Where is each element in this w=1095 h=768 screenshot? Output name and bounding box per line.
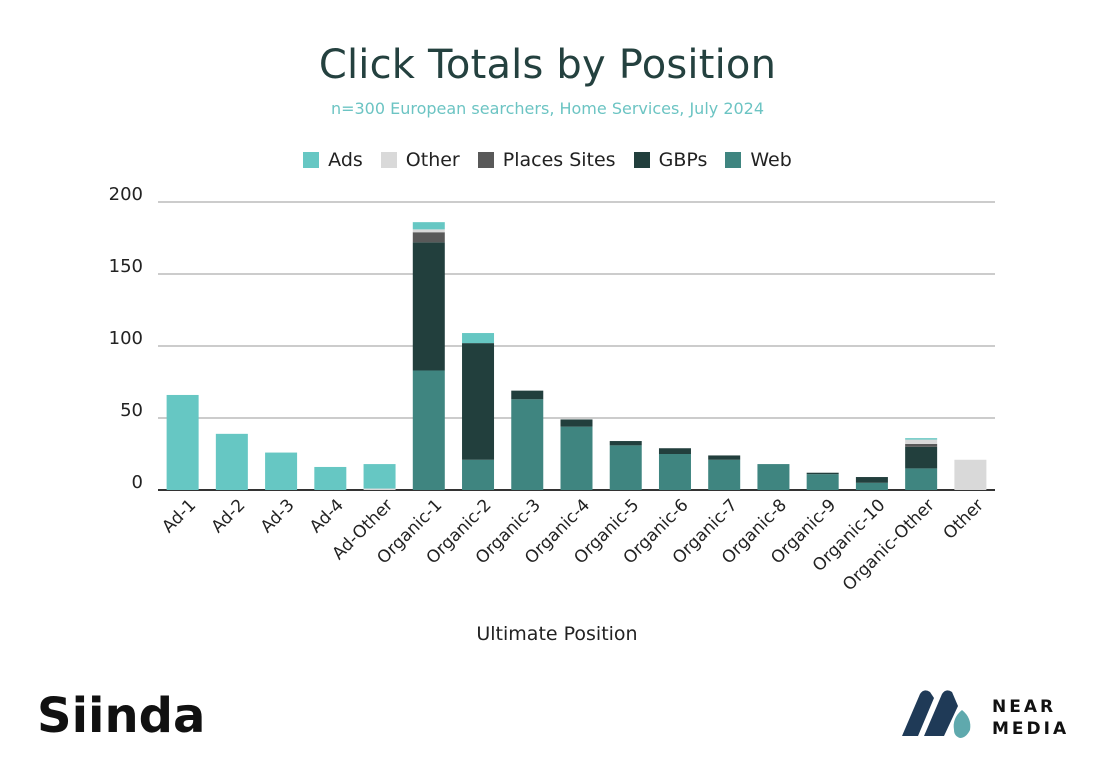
gridlines: [158, 201, 995, 491]
bar-web-organic-7: [708, 459, 741, 490]
bar-other-organic-1: [412, 229, 445, 233]
bar-gbps-organic-3: [511, 390, 544, 400]
near-media-line1: NEAR: [992, 697, 1056, 717]
bar-web-organic-5: [609, 445, 642, 490]
bar-web-organic-1: [412, 370, 445, 490]
x-tick-label: Ad-1: [158, 495, 200, 537]
bar-ads-organic-1: [412, 222, 445, 230]
bar-web-organic-3: [511, 399, 544, 490]
siinda-logo-text: Siinda: [37, 688, 205, 740]
bar-gbps-organic-1: [412, 242, 445, 371]
bar-ads-ad-other: [363, 464, 396, 489]
y-tick-label: 200: [109, 184, 143, 205]
bar-gbps-organic-5: [609, 441, 642, 446]
y-tick-label: 100: [109, 328, 143, 349]
bar-web-organic-6: [658, 454, 691, 490]
y-tick-label: 50: [120, 400, 143, 421]
legend-label: GBPs: [658, 149, 708, 171]
bar-web-organic-4: [560, 426, 593, 490]
near-media-line2: MEDIA: [992, 719, 1069, 739]
legend-swatch: [477, 152, 494, 168]
bar-web-organic-other: [905, 468, 938, 490]
bar-gbps-organic-4: [560, 419, 593, 427]
x-tick-label: Ad-4: [306, 495, 348, 537]
bar-gbps-organic-other: [905, 446, 938, 469]
chart-title: Click Totals by Position: [318, 42, 777, 88]
bar-ads-organic-other: [905, 438, 938, 440]
legend-item-other: Other: [380, 149, 460, 171]
bar-ads-ad-3: [265, 452, 298, 490]
legend-swatch: [725, 152, 742, 168]
legend-label: Other: [405, 149, 460, 171]
bar-ads-organic-2: [462, 333, 495, 344]
legend-item-web: Web: [725, 149, 792, 171]
x-axis-label: Ultimate Position: [476, 623, 637, 645]
x-tick-labels: Ad-1 Ad-2 Ad-3 Ad-4Ad-OtherOrganic-1Organic…: [158, 495, 988, 595]
legend: Ads Other Places Sites GBPs Web: [0, 149, 1095, 171]
bar-places-sites-organic-other: [905, 443, 938, 447]
bar-other-other: [954, 459, 987, 490]
legend-label: Web: [750, 149, 792, 171]
y-tick-labels: 0 50 100 150 200: [109, 184, 143, 493]
legend-label: Places Sites: [502, 149, 616, 171]
bar-gbps-organic-2: [462, 343, 495, 460]
bar-ads-ad-2: [215, 433, 248, 490]
near-media-logo: NEAR MEDIA: [902, 690, 1069, 739]
y-tick-label: 150: [109, 256, 143, 277]
bars: [166, 222, 987, 490]
legend-swatch: [633, 152, 650, 168]
legend-item-gbps: GBPs: [633, 149, 708, 171]
bar-gbps-organic-10: [855, 477, 888, 483]
bar-web-organic-9: [806, 474, 839, 490]
siinda-logo: Siinda: [37, 688, 205, 740]
near-media-mark-icon: [902, 690, 971, 738]
bar-gbps-organic-7: [708, 455, 741, 460]
bar-ads-ad-4: [314, 466, 347, 490]
legend-item-ads: Ads: [303, 149, 363, 171]
bar-other-ad-other: [363, 488, 396, 490]
x-tick-label: Organic-Other: [839, 495, 939, 595]
legend-swatch: [303, 152, 320, 168]
legend-swatch: [380, 152, 397, 168]
x-tick-label: Other: [940, 495, 988, 543]
bar-web-organic-8: [757, 464, 790, 490]
bar-gbps-organic-9: [806, 472, 839, 475]
bar-places-sites-organic-1: [412, 232, 445, 243]
legend-label: Ads: [328, 149, 363, 171]
bar-other-organic-other: [905, 439, 938, 444]
x-tick-label: Ad-3: [257, 495, 299, 537]
y-tick-label: 0: [132, 472, 143, 493]
x-tick-label: Ad-2: [208, 495, 250, 537]
chart-subtitle: n=300 European searchers, Home Services,…: [330, 99, 765, 118]
bar-web-organic-2: [462, 459, 495, 490]
legend-item-places-sites: Places Sites: [477, 149, 616, 171]
bar-ads-ad-1: [166, 394, 199, 490]
bar-gbps-organic-6: [658, 448, 691, 454]
bar-web-organic-10: [855, 482, 888, 490]
